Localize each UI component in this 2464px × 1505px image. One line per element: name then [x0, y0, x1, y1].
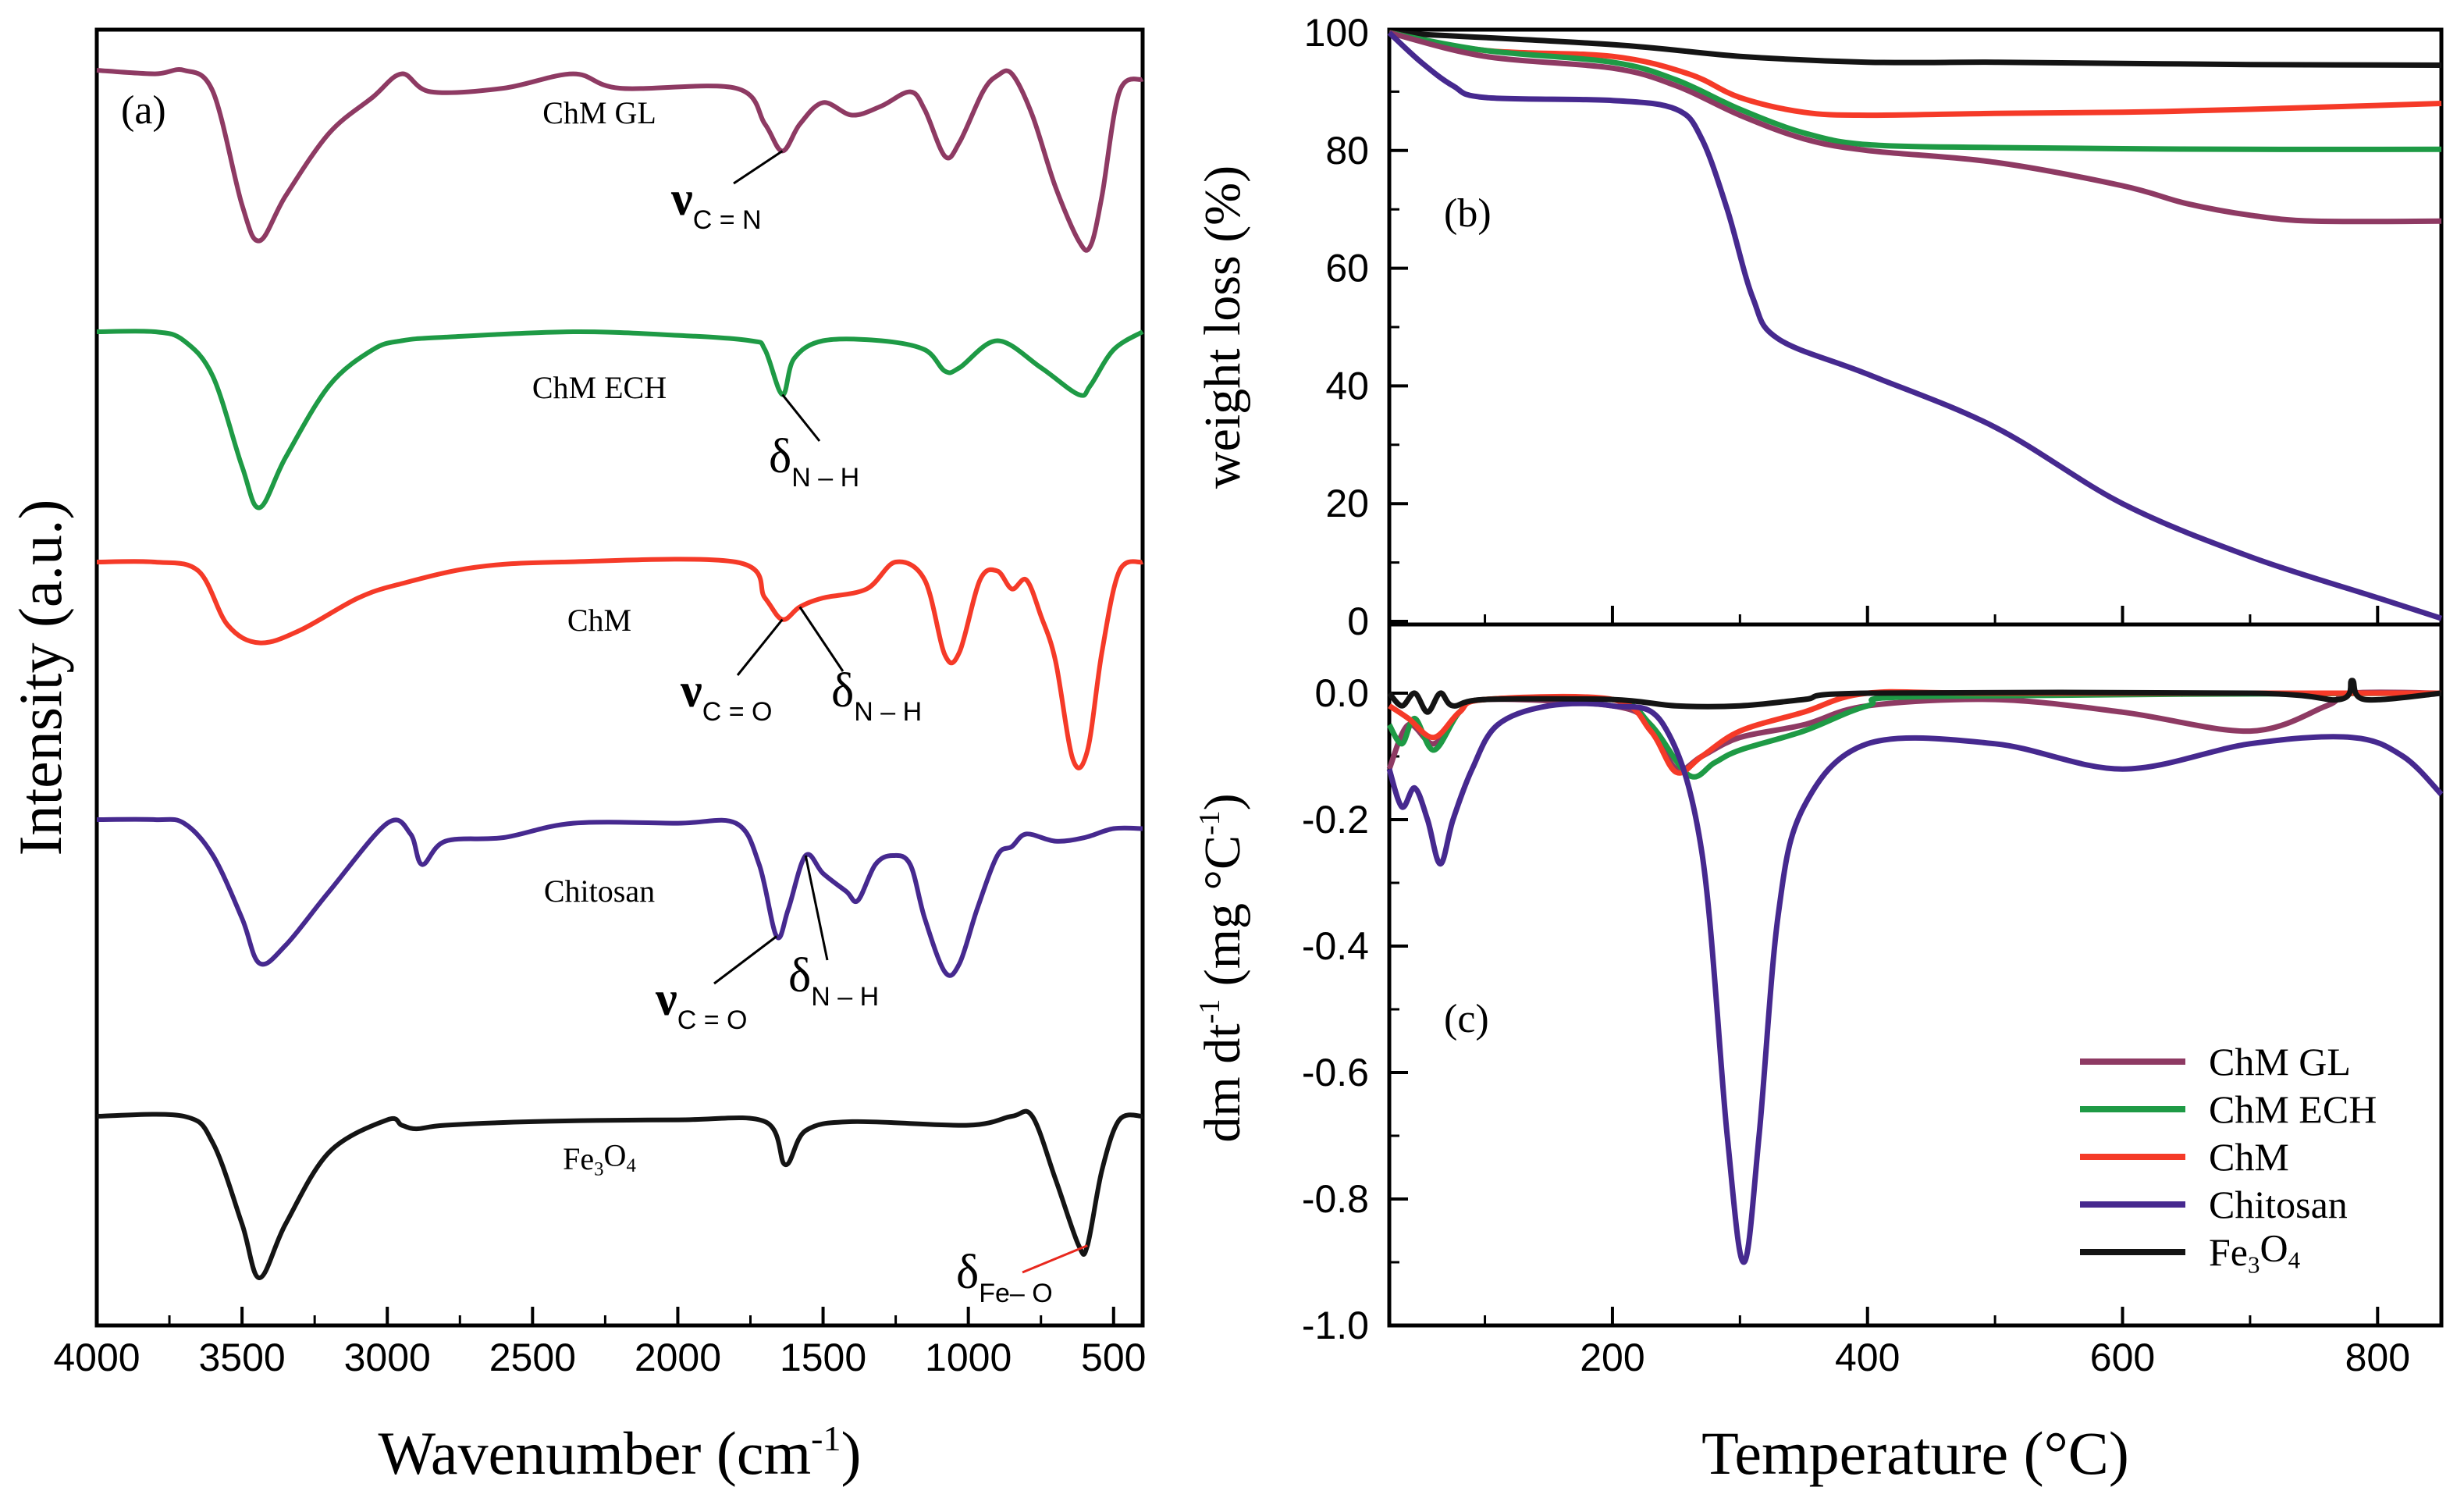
ftir-annotation-leader: [736, 618, 784, 676]
dtg-x-tick-label: 400: [1835, 1336, 1900, 1379]
ftir-series-group: [96, 67, 1144, 1280]
dtg-series-chitosan: [1386, 700, 2444, 1265]
dtg-legend-label: ChM ECH: [2209, 1087, 2377, 1131]
ftir-series-labels: ChM GL ChM ECH ChM Chitosan Fe3O4: [532, 95, 667, 1179]
tga-panel: 0 20 40 60 80 100 (b) weight loss (%): [1194, 11, 2444, 643]
ftir-annotation-leader: [733, 150, 784, 185]
dtg-y-ticks: 0.0 -0.2 -0.4 -0.6 -0.8 -1.0: [1302, 671, 1408, 1347]
ftir-annotation-leader: [798, 606, 844, 672]
dtg-y-tick-label: -0.8: [1302, 1177, 1369, 1221]
ftir-series-chm: [96, 557, 1144, 770]
dtg-x-ticks: 200 400 600 800: [1484, 1307, 2410, 1379]
ftir-panel: 4000 3500 3000 2500 2000 1500 1000 500 ChM GLCh…: [6, 27, 1146, 1487]
tga-y-tick-label: 60: [1325, 247, 1369, 290]
ftir-x-axis-label: Wavenumber (cm-1): [379, 1418, 862, 1487]
dtg-y-tick-label: 0.0: [1314, 671, 1369, 715]
ftir-x-ticks: 4000 3500 3000 2500 2000 1500 1000 500: [53, 1307, 1146, 1379]
ftir-series-chitosan: [96, 817, 1143, 978]
ftir-annotation-leader: [781, 393, 821, 442]
ftir-x-tick-label: 2000: [635, 1336, 721, 1379]
dtg-y-tick-label: -0.2: [1302, 798, 1369, 841]
tga-y-tick-label: 40: [1325, 364, 1369, 407]
tga-y-axis-label: weight loss (%): [1194, 165, 1251, 489]
ftir-annotation-label: νC = O: [680, 664, 772, 727]
dtg-series-chm-ech: [1386, 690, 2442, 780]
ftir-x-tick-label: 4000: [53, 1336, 140, 1379]
dtg-panel: 0.0 -0.2 -0.4 -0.6 -0.8 -1.0 200 400 600 800 ChM…: [1193, 622, 2444, 1487]
ftir-annotation-label: νC = N: [670, 173, 762, 235]
ftir-label-chm-ech: ChM ECH: [532, 370, 667, 405]
tga-y-tick-label: 0: [1347, 600, 1369, 643]
ftir-x-tick-label: 1000: [925, 1336, 1012, 1379]
ftir-annotation-label: δN – H: [831, 664, 922, 727]
ftir-annotation-label: νC = O: [655, 973, 747, 1035]
ftir-annotations: νC = N δN – H νC = O δN – H νC = O δN – H δFe–…: [655, 150, 1088, 1308]
ftir-series-chm-ech: [96, 329, 1144, 511]
ftir-label-chm: ChM: [567, 603, 631, 638]
tga-panel-label: (b): [1444, 191, 1492, 236]
ftir-annotation-leader: [804, 855, 829, 961]
ftir-panel-label: (a): [121, 88, 166, 133]
ftir-annotation-leader: [1022, 1244, 1088, 1274]
dtg-x-tick-label: 600: [2090, 1336, 2155, 1379]
ftir-x-tick-label: 3500: [198, 1336, 285, 1379]
dtg-x-axis-label: Temperature (°C): [1701, 1419, 2129, 1487]
ftir-x-tick-label: 2500: [489, 1336, 576, 1379]
dtg-y-tick-label: -0.6: [1302, 1051, 1369, 1094]
dtg-legend-label: ChM GL: [2209, 1040, 2351, 1083]
ftir-annotation-leader: [713, 935, 777, 985]
ftir-label-chitosan: Chitosan: [544, 873, 655, 909]
dtg-x-tick-label: 200: [1580, 1336, 1644, 1379]
tga-series-chm: [1388, 30, 2442, 119]
ftir-label-chm-gl: ChM GL: [542, 95, 656, 130]
dtg-legend-label: ChM: [2209, 1135, 2289, 1179]
dtg-series-group: [1386, 678, 2444, 1265]
dtg-plot-frame: [1387, 622, 2444, 1328]
dtg-y-axis-label: dm dt-1 (mg °C-1): [1193, 793, 1251, 1142]
ftir-y-axis-label: Intensity (a.u.): [6, 499, 74, 856]
ftir-annotation-label: δFe– O: [956, 1246, 1053, 1308]
tga-y-tick-label: 100: [1304, 11, 1369, 55]
tga-series-chm-gl: [1388, 30, 2442, 225]
ftir-x-tick-label: 1500: [780, 1336, 866, 1379]
ftir-series-chm-gl: [96, 67, 1144, 253]
tga-series-chitosan: [1387, 30, 2443, 621]
dtg-panel-label: (c): [1444, 997, 1489, 1041]
tga-y-ticks: 0 20 40 60 80 100: [1304, 11, 1408, 643]
ftir-label-fe3o4: Fe3O4: [563, 1137, 636, 1179]
tga-y-tick-label: 80: [1325, 129, 1369, 173]
ftir-x-tick-label: 500: [1081, 1336, 1146, 1379]
ftir-series-fe3o4: [96, 1108, 1143, 1280]
dtg-x-tick-label: 800: [2345, 1336, 2410, 1379]
tga-series-chm-ech: [1388, 30, 2442, 152]
tga-x-ticks: [1484, 606, 2380, 624]
dtg-y-tick-label: -0.4: [1302, 924, 1369, 968]
ftir-annotation-label: δN – H: [788, 949, 879, 1012]
ftir-plot-frame: [94, 27, 1145, 1328]
dtg-legend-label: Chitosan: [2209, 1183, 2348, 1226]
dtg-y-tick-label: -1.0: [1302, 1304, 1369, 1347]
ftir-annotation-label: δN – H: [769, 430, 859, 493]
ftir-x-tick-label: 3000: [344, 1336, 431, 1379]
tga-y-tick-label: 20: [1325, 482, 1369, 525]
tga-series-fe3o4: [1388, 30, 2442, 68]
dtg-legend-label: Fe3O4: [2209, 1226, 2301, 1278]
tga-series-group: [1387, 30, 2443, 621]
dtg-series-fe3o4: [1387, 678, 2442, 715]
tga-plot-frame: [1387, 27, 2444, 627]
